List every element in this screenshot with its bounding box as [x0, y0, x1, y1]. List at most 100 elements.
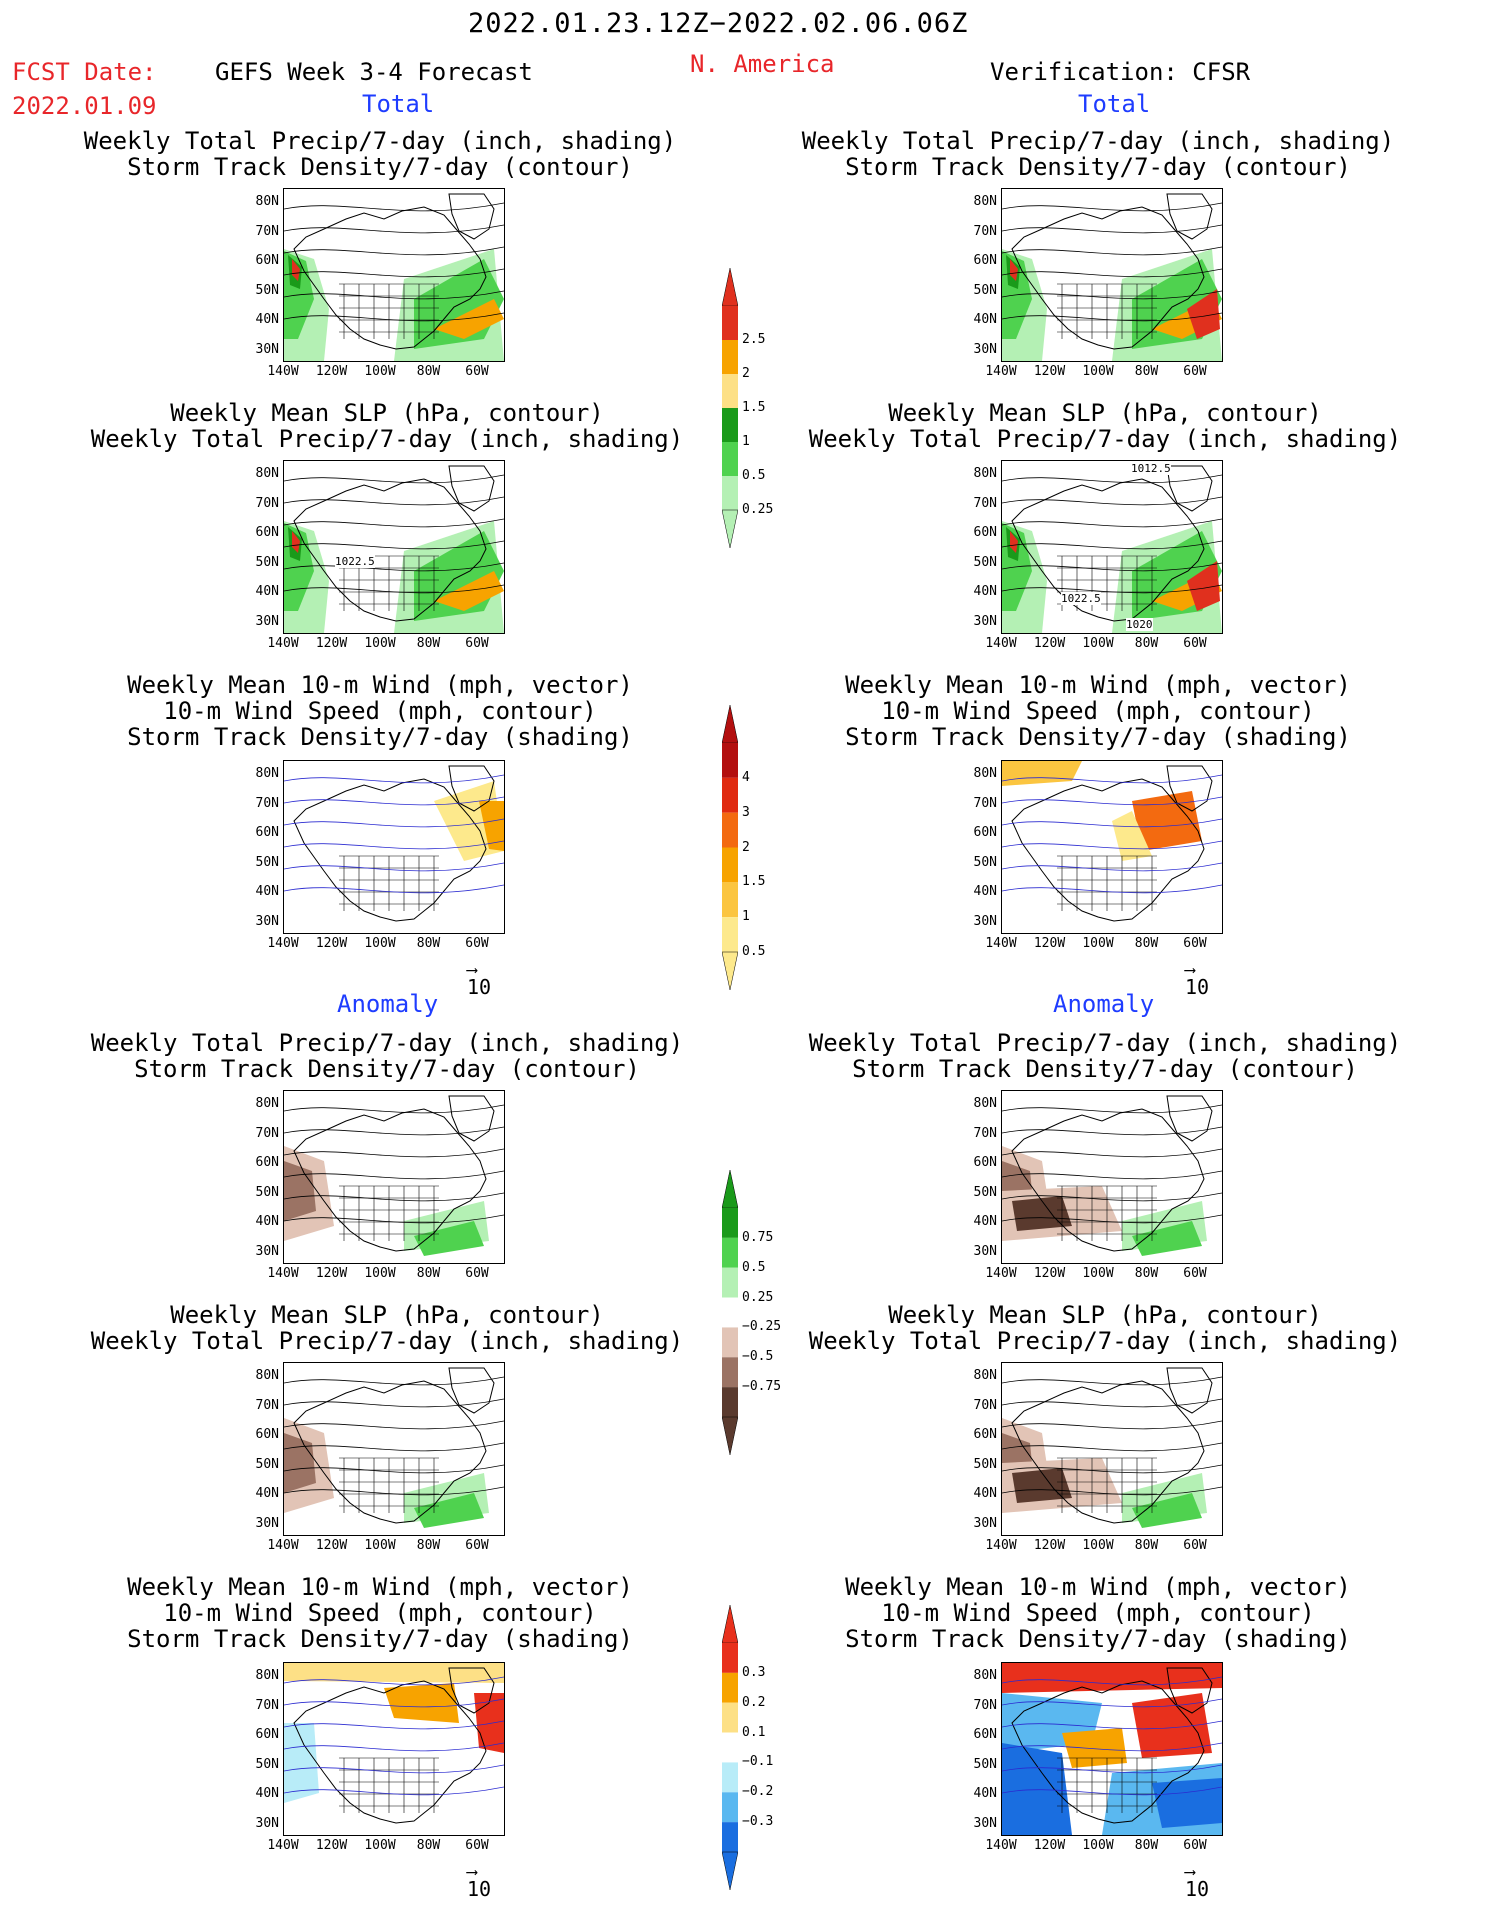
map-image	[284, 1095, 504, 1256]
colorbar-segment	[722, 1267, 738, 1298]
vector-ref-label: 10	[467, 975, 492, 999]
greenland-outline	[1166, 765, 1213, 812]
title-line-1: Weekly Mean 10-m Wind (mph, vector)	[845, 671, 1351, 699]
lon-tick-label: 60W	[1183, 1838, 1207, 1853]
panel-title-total-slp-left: Weekly Mean SLP (hPa, contour) Weekly To…	[27, 400, 747, 452]
panel-title-anom-precip-left: Weekly Total Precip/7-day (inch, shading…	[27, 1030, 747, 1082]
title-line-1: Weekly Total Precip/7-day (inch, shading…	[90, 1029, 684, 1057]
section-total-right: Total	[1078, 90, 1151, 118]
lon-tick-label: 140W	[985, 364, 1017, 379]
lon-tick-label: 140W	[985, 1538, 1017, 1553]
shading-region	[1010, 259, 1018, 281]
title-line-2: Weekly Total Precip/7-day (inch, shading…	[808, 425, 1402, 453]
contour-lines	[284, 474, 504, 594]
title-line-1: Weekly Mean SLP (hPa, contour)	[888, 1301, 1322, 1329]
colorbar-label: 2.5	[742, 332, 766, 347]
title-line-2: Storm Track Density/7-day (contour)	[845, 153, 1351, 181]
lat-tick-label: 30N	[255, 613, 279, 629]
lon-tick-label: 60W	[1183, 1538, 1207, 1553]
lat-tick-label: 40N	[255, 1786, 279, 1801]
colorbar-label: 3	[742, 804, 750, 820]
lon-tick-label: 120W	[315, 636, 348, 651]
map-panel-aslp-right	[1001, 1362, 1223, 1536]
lat-tick-label: 30N	[255, 913, 279, 929]
colorbar-label: 0.3	[742, 1664, 766, 1680]
colorbar-label: 1.5	[742, 400, 766, 415]
map-image	[284, 1663, 504, 1824]
lat-tick-label: 30N	[255, 1243, 279, 1259]
panel-title-total-precip-right: Weekly Total Precip/7-day (inch, shading…	[738, 128, 1458, 180]
lat-tick-label: 30N	[973, 613, 997, 629]
colorbar-precip_anom	[721, 1169, 739, 1456]
lon-tick-label: 120W	[315, 936, 348, 951]
lat-tick-label: 50N	[973, 1456, 997, 1472]
lat-tick-label: 40N	[255, 884, 279, 899]
colorbar-segment	[722, 1387, 738, 1417]
state-borders	[1057, 1457, 1157, 1513]
coastline	[1011, 206, 1205, 350]
lon-tick-label: 120W	[1033, 1838, 1066, 1853]
colorbar-label: −0.75	[742, 1379, 782, 1395]
lat-tick-label: 70N	[255, 495, 279, 511]
title-line-2: 10-m Wind Speed (mph, contour)	[881, 1599, 1315, 1627]
colorbar-segment	[722, 743, 738, 778]
contour-lines	[1002, 202, 1222, 322]
contour-lines	[1002, 1104, 1222, 1224]
coastline	[1011, 1680, 1205, 1824]
contour-lines	[284, 774, 504, 894]
colorbar-segment	[722, 1643, 738, 1673]
lon-tick-label: 140W	[985, 1266, 1017, 1281]
map-panel-aprecip-right	[1001, 1090, 1223, 1264]
colorbar-bottom-arrow	[721, 509, 739, 549]
title-line-2: Storm Track Density/7-day (contour)	[852, 1055, 1358, 1083]
lat-tick-label: 60N	[255, 253, 279, 268]
lat-tick-label: 60N	[973, 1727, 997, 1742]
lat-tick-label: 70N	[973, 795, 997, 811]
lat-tick-label: 50N	[973, 282, 997, 298]
colorbar-graphic	[721, 267, 739, 549]
title-line-1: Weekly Mean SLP (hPa, contour)	[170, 1301, 604, 1329]
coastline	[1011, 1108, 1205, 1252]
lon-tick-label: 100W	[1082, 364, 1114, 379]
lat-tick-label: 40N	[973, 1486, 997, 1501]
lat-tick-label: 40N	[973, 312, 997, 327]
lat-tick-label: 70N	[973, 495, 997, 511]
lon-tick-label: 60W	[465, 1838, 489, 1853]
lat-tick-label: 40N	[255, 1486, 279, 1501]
lat-tick-label: 80N	[255, 766, 279, 781]
colorbar-segment	[722, 1702, 738, 1733]
title-line-2: Storm Track Density/7-day (contour)	[127, 153, 633, 181]
colorbar-segment	[722, 340, 738, 374]
colorbar-segment	[722, 306, 738, 340]
lat-tick-label: 50N	[255, 554, 279, 570]
lon-tick-label: 80W	[1134, 1838, 1159, 1853]
panel-title-anom-precip-right: Weekly Total Precip/7-day (inch, shading…	[745, 1030, 1465, 1082]
lat-tick-label: 80N	[255, 1096, 279, 1111]
shading-region	[1010, 531, 1018, 553]
lon-tick-label: 140W	[267, 364, 299, 379]
map-panel-aslp-left	[283, 1362, 505, 1536]
lon-tick-label: 60W	[1183, 1266, 1207, 1281]
title-line-2: Weekly Total Precip/7-day (inch, shading…	[90, 425, 684, 453]
colorbar-label: 0.25	[742, 502, 774, 517]
title-line-2: Storm Track Density/7-day (contour)	[134, 1055, 640, 1083]
colorbar-graphic	[721, 1604, 739, 1891]
lat-tick-label: 30N	[973, 1243, 997, 1259]
lon-tick-label: 120W	[1033, 936, 1066, 951]
lat-tick-label: 60N	[973, 525, 997, 540]
colorbar-label: 0.5	[742, 468, 766, 483]
lat-tick-label: 80N	[973, 466, 997, 481]
lat-tick-label: 50N	[973, 1184, 997, 1200]
slp-contour-label: 1020	[1126, 618, 1153, 631]
state-borders	[1057, 283, 1157, 339]
state-borders	[339, 1457, 439, 1513]
colorbar-segment	[722, 1297, 738, 1328]
panel-title-total-precip-left: Weekly Total Precip/7-day (inch, shading…	[20, 128, 740, 180]
colorbar-segment	[722, 882, 738, 918]
map-image	[284, 765, 504, 922]
state-borders	[1057, 1757, 1157, 1813]
map-image	[284, 193, 504, 361]
colorbar-top-arrow	[721, 704, 739, 744]
lat-tick-label: 70N	[973, 1697, 997, 1713]
colorbar-bottom-arrow	[721, 1851, 739, 1891]
